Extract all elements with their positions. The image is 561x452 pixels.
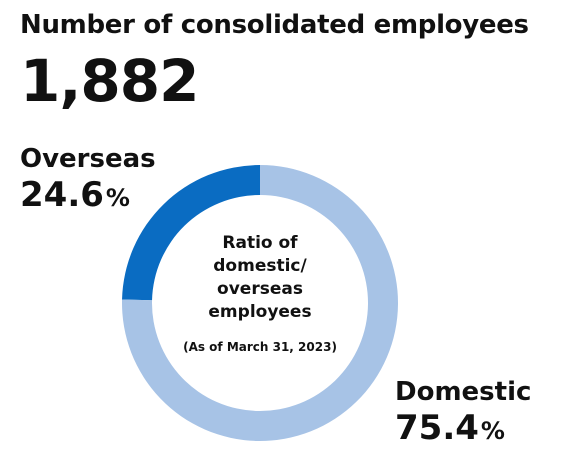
caption-line: domestic/ xyxy=(213,256,307,276)
overseas-percent: 24.6% xyxy=(20,175,156,216)
domestic-percent-unit: % xyxy=(480,417,505,446)
domestic-percent: 75.4% xyxy=(395,408,531,449)
chart-title: Number of consolidated employees xyxy=(20,10,529,40)
donut-center-caption: Ratio of domestic/ overseas employees (A… xyxy=(170,232,350,354)
overseas-name: Overseas xyxy=(20,144,156,174)
caption-line: overseas xyxy=(217,279,303,299)
overseas-percent-value: 24.6 xyxy=(20,175,104,216)
domestic-label: Domestic 75.4% xyxy=(395,377,531,448)
caption-line: employees xyxy=(208,302,312,322)
overseas-slice xyxy=(122,165,260,301)
overseas-label: Overseas 24.6% xyxy=(20,144,156,215)
domestic-percent-value: 75.4 xyxy=(395,408,479,449)
overseas-percent-unit: % xyxy=(105,184,130,213)
domestic-name: Domestic xyxy=(395,377,532,407)
caption-line: Ratio of xyxy=(222,233,298,253)
center-caption-lines: Ratio of domestic/ overseas employees xyxy=(170,232,350,324)
as-of-date-note: (As of March 31, 2023) xyxy=(183,340,337,354)
total-employees-value: 1,882 xyxy=(20,47,199,115)
